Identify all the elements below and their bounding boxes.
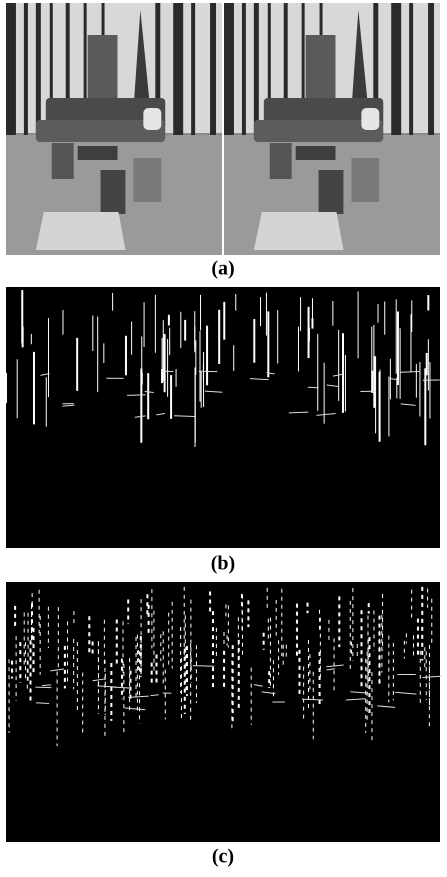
panel-caption: (b) <box>211 553 235 575</box>
page: (a) (b) (c) (() => { const data = JSON.p… <box>0 0 447 877</box>
edge-streak <box>308 387 319 388</box>
table-top <box>78 146 118 160</box>
stool <box>351 158 379 202</box>
window-frame <box>409 3 413 153</box>
panel-caption: (a) <box>211 258 234 280</box>
window-frame <box>391 3 401 153</box>
edge-streak <box>127 395 146 396</box>
window-frame <box>210 3 216 153</box>
rug <box>254 212 344 250</box>
window-frame <box>6 3 16 153</box>
rug <box>36 212 126 250</box>
door-panel <box>306 35 336 105</box>
window-frame <box>224 3 234 153</box>
stool <box>52 143 74 179</box>
window-frame <box>428 3 434 153</box>
pillow <box>361 108 379 130</box>
edge-streak <box>193 666 214 667</box>
stool <box>101 170 126 214</box>
edge-streak <box>35 687 51 688</box>
table-top <box>296 146 336 160</box>
figure: (a) (b) (c) <box>0 0 447 877</box>
window-frame <box>24 3 28 153</box>
stool <box>319 170 344 214</box>
door-panel <box>88 35 118 105</box>
window-frame <box>242 3 246 153</box>
panel-a-image <box>6 3 440 255</box>
panel-caption: (c) <box>212 846 234 868</box>
pillow <box>143 108 161 130</box>
stool <box>270 143 292 179</box>
panel-c-image <box>6 582 440 842</box>
window-frame <box>191 3 195 153</box>
window-frame <box>173 3 183 153</box>
panel-b-image <box>6 287 440 548</box>
stool <box>133 158 161 202</box>
